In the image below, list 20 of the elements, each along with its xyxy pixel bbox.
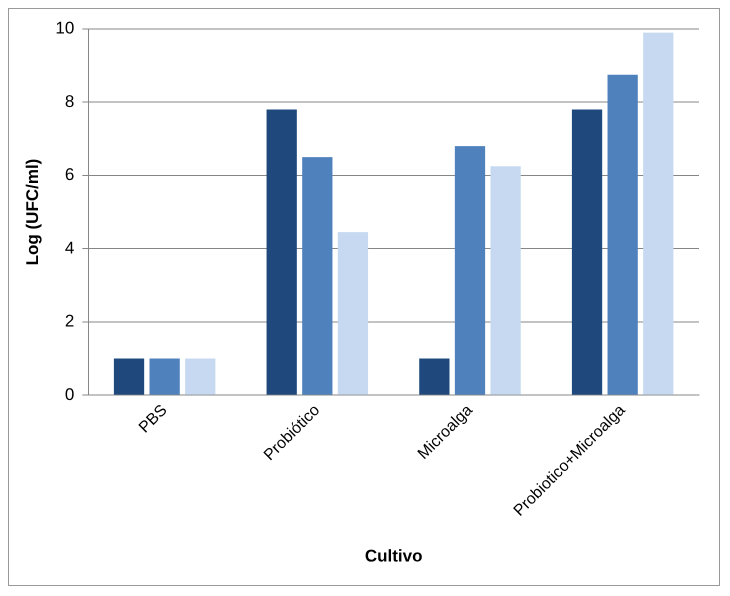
y-tick-label: 6	[64, 165, 74, 184]
bar	[419, 358, 450, 395]
bar	[454, 146, 486, 395]
y-tick-label: 2	[64, 312, 74, 331]
bar	[266, 110, 297, 395]
bar	[338, 232, 368, 395]
x-axis-title: Cultivo	[364, 546, 422, 566]
y-axis-title: Log (UFC/ml)	[22, 158, 42, 266]
y-tick-label: 10	[55, 18, 74, 38]
bar	[150, 358, 180, 395]
bar	[608, 74, 638, 395]
bar	[490, 166, 521, 395]
y-tick-label: 8	[64, 92, 74, 111]
bar	[114, 358, 144, 395]
y-tick-label: 0	[64, 384, 74, 404]
bar	[185, 358, 216, 395]
bar	[643, 32, 674, 395]
y-tick-label: 4	[64, 238, 74, 258]
bar	[302, 157, 332, 395]
bar	[572, 110, 602, 395]
